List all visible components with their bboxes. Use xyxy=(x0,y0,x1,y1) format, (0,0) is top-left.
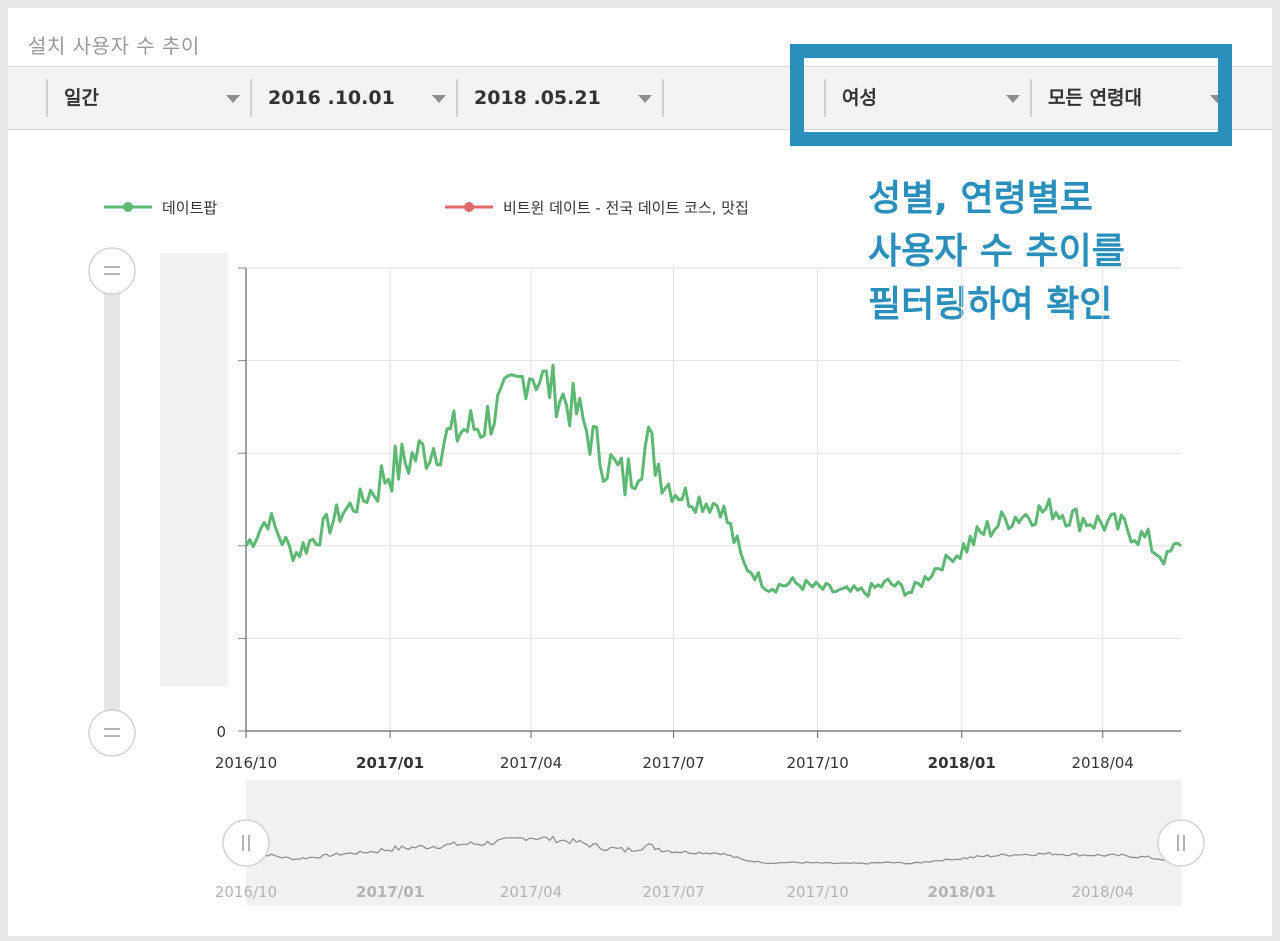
x-tick-label: 2017/01 xyxy=(356,754,424,772)
period-dropdown-label: 일간 xyxy=(64,87,99,109)
slider-top-handle[interactable] xyxy=(88,247,136,295)
legend-label-series-2: 비트윈 데이트 - 전국 데이트 코스, 맛집 xyxy=(503,199,749,217)
chevron-down-icon xyxy=(226,95,240,103)
navigator-tick-label: 2017/01 xyxy=(356,883,424,901)
end-date-label: 2018 .05.21 xyxy=(474,87,601,109)
navigator-tick-label: 2016/10 xyxy=(215,883,277,901)
x-tick-label: 2017/10 xyxy=(786,754,848,772)
period-dropdown[interactable]: 일간 xyxy=(46,79,246,117)
filter-toolbar: 일간 2016 .10.01 2018 .05.21 여성 모든 연령대 xyxy=(8,66,1272,130)
legend: 데이트팝 비트윈 데이트 - 전국 데이트 코스, 맛집 xyxy=(104,199,749,217)
annotation-line-1: 성별, 연령별로 xyxy=(868,178,1093,219)
gender-dropdown[interactable]: 여성 xyxy=(824,79,1030,117)
navigator-tick-label: 2017/07 xyxy=(642,883,704,901)
chevron-down-icon xyxy=(1006,95,1020,103)
legend-marker xyxy=(123,202,133,212)
vertical-range-slider[interactable] xyxy=(88,247,136,757)
navigator-tick-label: 2017/04 xyxy=(500,883,562,901)
navigator-series xyxy=(245,835,1182,865)
start-date-label: 2016 .10.01 xyxy=(268,87,395,109)
end-date-dropdown[interactable]: 2018 .05.21 xyxy=(456,79,664,117)
y-axis-label-area xyxy=(160,253,228,686)
navigator-series-line xyxy=(245,835,1182,865)
annotation-line-3: 필터링하여 확인 xyxy=(868,284,1113,325)
age-dropdown-label: 모든 연령대 xyxy=(1048,87,1143,109)
legend-item-series-1[interactable]: 데이트팝 xyxy=(104,199,217,217)
gender-dropdown-label: 여성 xyxy=(842,87,877,109)
chart-series xyxy=(244,363,1182,598)
legend-marker xyxy=(464,202,474,212)
start-date-dropdown[interactable]: 2016 .10.01 xyxy=(250,79,456,117)
navigator-right-handle[interactable] xyxy=(1157,819,1205,867)
x-axis-ticks: 2016/10 2017/01 2017/04 2017/07 2017/10 2018/… xyxy=(215,731,1134,772)
navigator-background xyxy=(246,780,1181,906)
chevron-down-icon xyxy=(1210,95,1224,103)
y-tick-label: 0 xyxy=(216,723,226,741)
x-tick-label: 2017/04 xyxy=(500,754,562,772)
x-tick-label: 2017/07 xyxy=(642,754,704,772)
navigator-tick-label: 2018/01 xyxy=(928,883,996,901)
legend-label-series-1: 데이트팝 xyxy=(162,199,217,217)
filter-highlight-box xyxy=(790,44,1232,146)
annotation-line-2: 사용자 수 추이를 xyxy=(868,231,1125,272)
chevron-down-icon xyxy=(638,95,652,103)
range-navigator[interactable]: 2016/10 2017/01 2017/04 2017/07 2017/10 2018/… xyxy=(215,780,1205,906)
navigator-tick-label: 2018/04 xyxy=(1072,883,1134,901)
x-tick-label: 2016/10 xyxy=(215,754,277,772)
slider-bottom-handle[interactable] xyxy=(88,709,136,757)
chevron-down-icon xyxy=(432,95,446,103)
legend-item-series-2[interactable]: 비트윈 데이트 - 전국 데이트 코스, 맛집 xyxy=(445,199,749,217)
x-tick-label: 2018/04 xyxy=(1072,754,1134,772)
annotation-callout: 성별, 연령별로 사용자 수 추이를 필터링하여 확인 xyxy=(868,172,1125,331)
x-tick-label: 2018/01 xyxy=(928,754,996,772)
chart-grid xyxy=(238,267,1181,732)
age-dropdown[interactable]: 모든 연령대 xyxy=(1030,79,1236,117)
slider-track xyxy=(104,272,120,734)
chart-axes: 0 xyxy=(216,268,1181,741)
series-line-1 xyxy=(244,363,1182,598)
card-title: 설치 사용자 수 추이 xyxy=(28,34,200,58)
navigator-left-handle[interactable] xyxy=(222,819,270,867)
navigator-tick-label: 2017/10 xyxy=(786,883,848,901)
navigator-ticks: 2016/10 2017/01 2017/04 2017/07 2017/10 2018/… xyxy=(215,883,1134,901)
